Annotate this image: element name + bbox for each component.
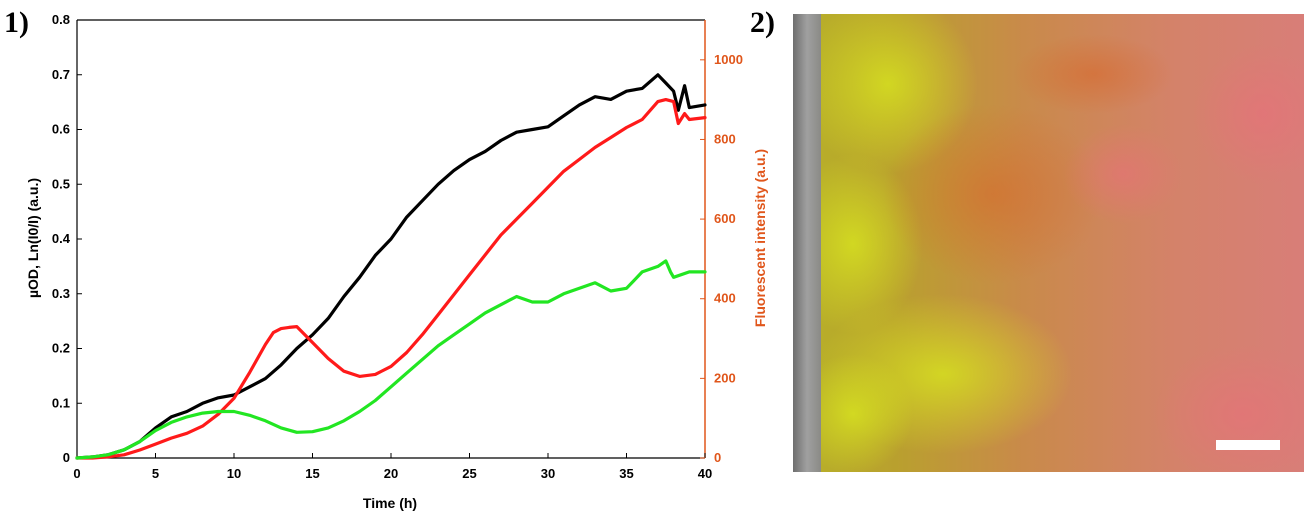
x-tick-label: 5	[152, 466, 159, 481]
y2-axis-title: Fluorescent intensity (a.u.)	[752, 149, 768, 327]
x-tick-label: 40	[698, 466, 712, 481]
y-tick-label: 0.6	[52, 122, 70, 137]
x-tick-label: 25	[462, 466, 476, 481]
black-series-line	[75, 73, 707, 460]
y-axis-title: µOD, Ln(I0/I) (a.u.)	[25, 178, 41, 298]
y2-tick-label: 0	[714, 450, 721, 465]
red-series-line	[75, 97, 707, 460]
green-series-line	[75, 259, 707, 460]
panel-label-1: 1)	[4, 6, 29, 39]
y-tick-label: 0.8	[52, 12, 70, 27]
y2-tick-label: 800	[714, 131, 736, 146]
panel-label-2: 2)	[750, 6, 775, 39]
y2-tick-label: 1000	[714, 52, 743, 67]
x-tick-label: 15	[305, 466, 319, 481]
fluorescence-micrograph	[793, 14, 1304, 472]
scale-bar	[1216, 440, 1280, 450]
y2-tick-label: 600	[714, 211, 736, 226]
x-axis-ticks: 0 5 10 15 20 25 30 35 40	[73, 453, 712, 481]
x-tick-label: 20	[384, 466, 398, 481]
x-tick-label: 10	[227, 466, 241, 481]
x-tick-label: 35	[619, 466, 633, 481]
line-chart: 0 5 10 15 20 25 30 35 40 00.10.20.30.40.50.60.70…	[25, 12, 768, 511]
x-tick-label: 0	[73, 466, 80, 481]
y2-tick-label: 400	[714, 291, 736, 306]
y-tick-label: 0.4	[52, 231, 71, 246]
x-tick-label: 30	[541, 466, 555, 481]
y-tick-label: 0.2	[52, 341, 70, 356]
y2-tick-label: 200	[714, 370, 736, 385]
y2-axis-ticks: 0 200 400 600 800 1000	[700, 52, 743, 465]
y-tick-label: 0.1	[52, 395, 70, 410]
y-tick-label: 0	[63, 450, 70, 465]
y-tick-label: 0.7	[52, 67, 70, 82]
y-tick-label: 0.5	[52, 176, 70, 191]
y-tick-label: 0.3	[52, 286, 70, 301]
series-group	[75, 73, 707, 460]
y-axis-ticks: 0 0.1 0.2 0.3 0.4 0.5 0.6 0.7 0.8	[52, 12, 82, 465]
x-axis-title: Time (h)	[363, 495, 417, 511]
